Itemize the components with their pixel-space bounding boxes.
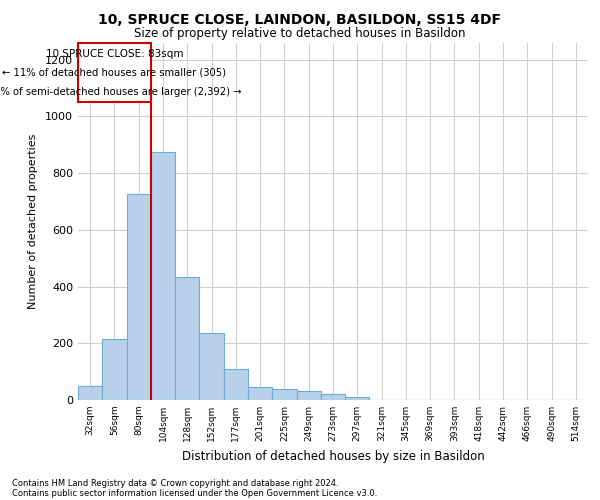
Y-axis label: Number of detached properties: Number of detached properties [28, 134, 38, 309]
Text: 10 SPRUCE CLOSE: 83sqm: 10 SPRUCE CLOSE: 83sqm [46, 49, 183, 59]
Bar [78, 386, 102, 400]
Bar [175, 276, 199, 400]
Text: ← 11% of detached houses are smaller (305): ← 11% of detached houses are smaller (30… [2, 68, 226, 78]
X-axis label: Distribution of detached houses by size in Basildon: Distribution of detached houses by size … [182, 450, 484, 462]
Text: Contains public sector information licensed under the Open Government Licence v3: Contains public sector information licen… [12, 488, 377, 498]
Text: Size of property relative to detached houses in Basildon: Size of property relative to detached ho… [134, 28, 466, 40]
Bar [272, 388, 296, 400]
Text: 10, SPRUCE CLOSE, LAINDON, BASILDON, SS15 4DF: 10, SPRUCE CLOSE, LAINDON, BASILDON, SS1… [98, 12, 502, 26]
Bar [345, 397, 370, 400]
Bar [321, 394, 345, 400]
FancyBboxPatch shape [78, 42, 151, 102]
Bar [127, 194, 151, 400]
Bar [248, 386, 272, 400]
Bar [199, 334, 224, 400]
Bar [151, 152, 175, 400]
Text: Contains HM Land Registry data © Crown copyright and database right 2024.: Contains HM Land Registry data © Crown c… [12, 478, 338, 488]
Text: 88% of semi-detached houses are larger (2,392) →: 88% of semi-detached houses are larger (… [0, 87, 241, 97]
Bar [296, 392, 321, 400]
Bar [102, 339, 127, 400]
Bar [224, 369, 248, 400]
